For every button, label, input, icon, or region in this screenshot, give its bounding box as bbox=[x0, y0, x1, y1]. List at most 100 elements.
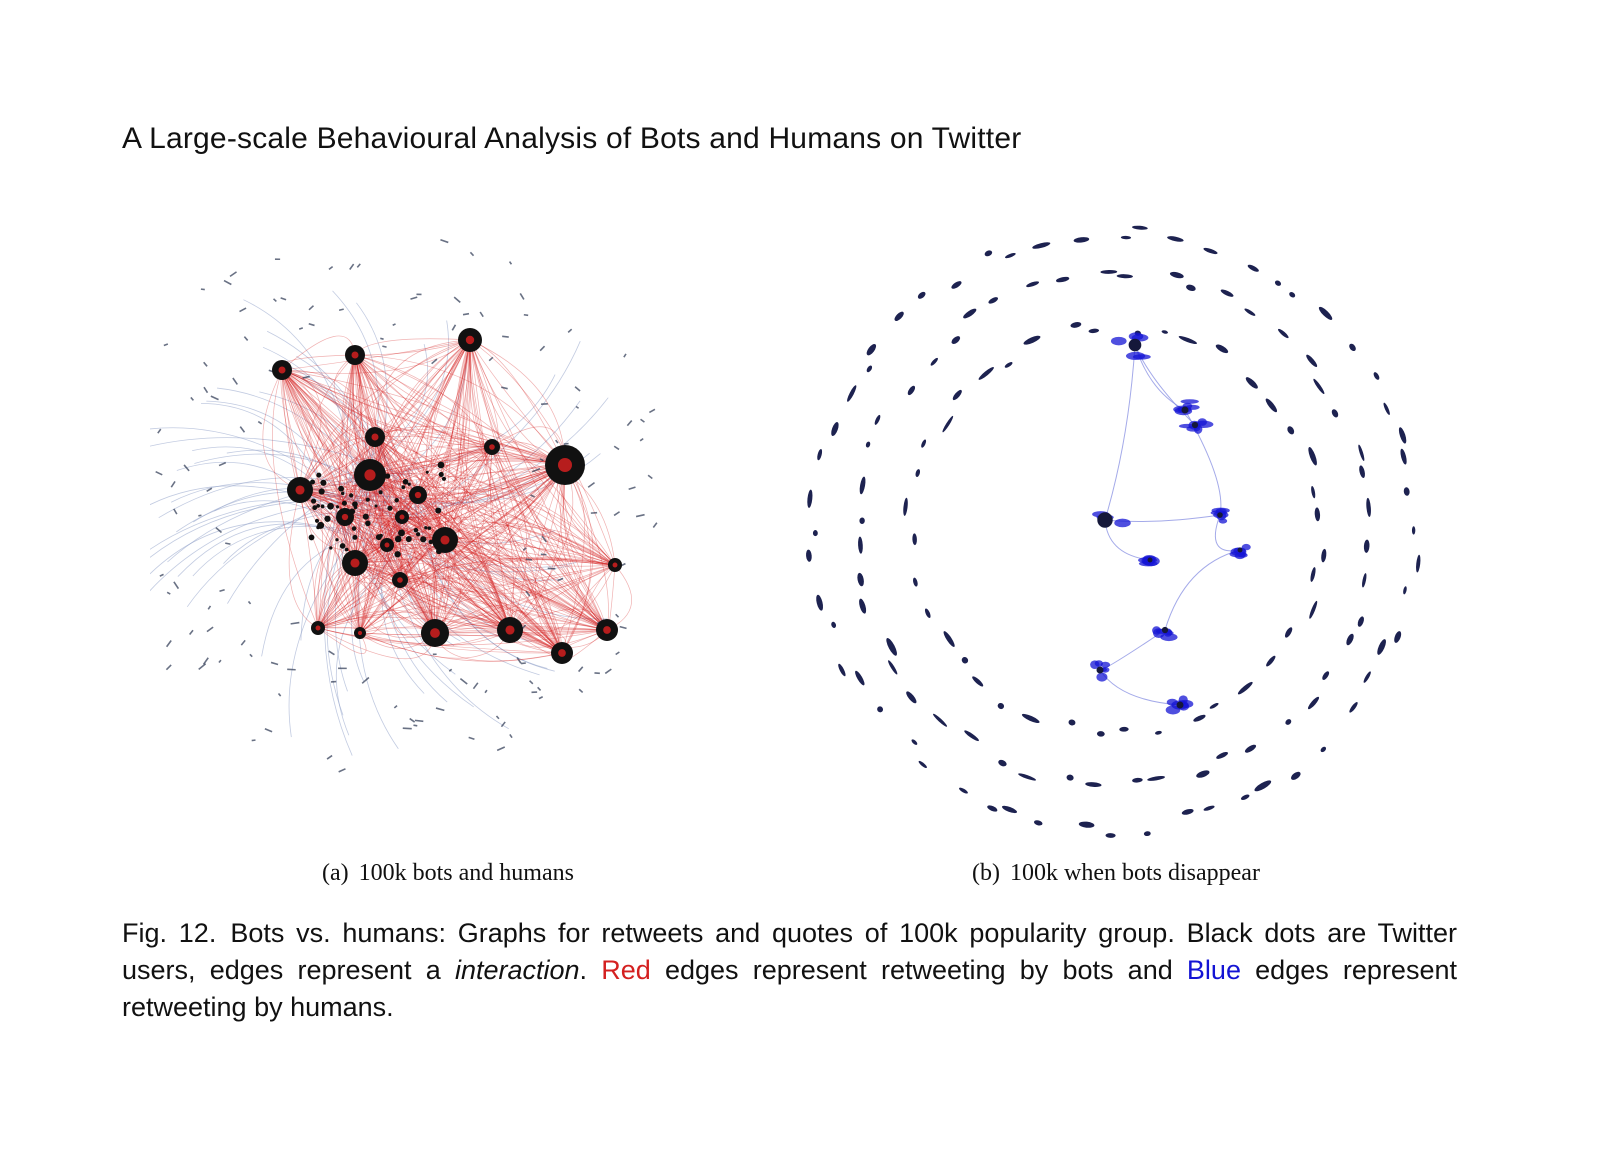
user-node bbox=[317, 521, 325, 529]
user-cluster bbox=[1394, 631, 1402, 643]
user-cluster bbox=[1383, 402, 1390, 416]
user-cluster bbox=[858, 536, 863, 554]
caption-text-2: . bbox=[579, 955, 602, 985]
bot-edge bbox=[281, 369, 608, 631]
bot-edge bbox=[399, 446, 493, 581]
user-cluster bbox=[1240, 794, 1250, 801]
bot-edge bbox=[354, 354, 436, 634]
bot-edge bbox=[374, 436, 608, 631]
bot-edge bbox=[281, 369, 446, 541]
bot-edge bbox=[444, 464, 566, 543]
hub-node-core bbox=[558, 649, 566, 657]
bot-edge bbox=[354, 354, 616, 566]
user-node bbox=[410, 296, 418, 300]
user-node bbox=[173, 581, 180, 590]
user-node bbox=[247, 600, 252, 605]
user-node bbox=[435, 707, 445, 712]
user-cluster bbox=[1181, 808, 1194, 815]
bot-edge bbox=[433, 339, 471, 634]
user-node bbox=[425, 470, 429, 474]
user-cluster bbox=[1322, 671, 1330, 680]
bot-edge bbox=[281, 369, 566, 466]
bot-edge bbox=[369, 431, 493, 476]
hub-node-core bbox=[430, 628, 440, 638]
user-cluster bbox=[1349, 702, 1358, 713]
bot-edge bbox=[354, 354, 402, 546]
figure-caption: Fig. 12. Bots vs. humans: Graphs for retw… bbox=[122, 915, 1457, 1026]
bot-edge bbox=[317, 627, 367, 654]
bot-edge bbox=[317, 464, 566, 629]
user-node bbox=[1128, 338, 1142, 352]
bot-edge bbox=[444, 339, 471, 541]
caption-text-4: edges represent retweeting by humans. bbox=[122, 955, 1457, 1022]
user-node bbox=[394, 551, 401, 558]
user-cluster bbox=[1220, 289, 1234, 297]
bot-edge bbox=[561, 464, 591, 654]
bot-edge bbox=[281, 369, 401, 581]
bot-edge bbox=[281, 369, 616, 566]
user-node bbox=[488, 356, 494, 362]
user-cluster bbox=[1308, 447, 1317, 466]
bot-edge bbox=[354, 562, 511, 631]
bot-edge bbox=[344, 516, 436, 634]
user-cluster bbox=[1331, 409, 1339, 418]
user-cluster bbox=[859, 476, 866, 495]
user-node bbox=[531, 691, 538, 694]
user-node bbox=[320, 479, 327, 486]
user-node bbox=[615, 651, 620, 656]
user-cluster bbox=[1119, 726, 1129, 732]
bot-edge bbox=[374, 436, 511, 631]
bot-edge bbox=[564, 464, 609, 631]
bot-edge bbox=[417, 494, 608, 631]
user-node bbox=[183, 464, 190, 472]
bot-edge bbox=[399, 558, 616, 581]
bot-edge bbox=[386, 446, 493, 546]
bot-edge bbox=[281, 369, 446, 541]
human-edge bbox=[394, 516, 577, 569]
user-node bbox=[563, 442, 569, 445]
bot-edge bbox=[354, 464, 566, 564]
bot-edge bbox=[374, 436, 436, 634]
user-node bbox=[340, 491, 345, 496]
user-cluster bbox=[917, 291, 926, 299]
user-cluster bbox=[1278, 328, 1289, 339]
user-node bbox=[384, 473, 391, 479]
user-cluster bbox=[1357, 616, 1364, 627]
bot-edge bbox=[339, 354, 356, 564]
bot-edge bbox=[344, 516, 371, 634]
bot-edge bbox=[434, 339, 471, 634]
user-node bbox=[257, 420, 263, 425]
user-node bbox=[308, 534, 315, 541]
user-node bbox=[441, 476, 447, 481]
bot-edge bbox=[372, 436, 436, 634]
user-node bbox=[375, 534, 382, 541]
bot-edge bbox=[469, 339, 616, 566]
user-cluster bbox=[812, 530, 818, 537]
user-node bbox=[189, 629, 194, 636]
user-cluster bbox=[1056, 276, 1070, 283]
human-edge bbox=[243, 299, 359, 532]
bot-edge bbox=[317, 436, 377, 629]
user-node bbox=[401, 485, 406, 490]
hub-node-core bbox=[399, 514, 405, 520]
bot-edge bbox=[354, 557, 616, 566]
user-node bbox=[361, 676, 370, 684]
bot-edge bbox=[444, 539, 608, 631]
user-node bbox=[413, 527, 419, 533]
bot-edge bbox=[299, 489, 616, 566]
user-cluster bbox=[1085, 782, 1102, 787]
user-node bbox=[547, 567, 556, 570]
user-node bbox=[522, 547, 527, 551]
human-cluster bbox=[1132, 354, 1151, 360]
user-node bbox=[219, 588, 225, 593]
bot-edge bbox=[317, 611, 563, 654]
user-cluster bbox=[933, 713, 948, 727]
human-edge bbox=[367, 355, 468, 499]
bot-edge bbox=[281, 369, 511, 631]
user-cluster bbox=[1363, 539, 1370, 553]
user-node bbox=[413, 724, 418, 727]
user-cluster bbox=[1309, 600, 1318, 619]
bot-edge bbox=[354, 354, 402, 581]
user-cluster bbox=[1307, 696, 1320, 710]
bot-edge bbox=[359, 559, 616, 634]
